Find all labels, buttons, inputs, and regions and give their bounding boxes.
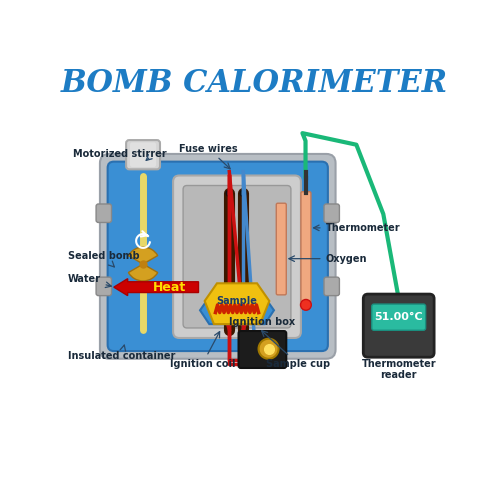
FancyBboxPatch shape <box>301 192 311 302</box>
Circle shape <box>240 190 246 196</box>
FancyBboxPatch shape <box>173 176 301 338</box>
Circle shape <box>226 190 232 196</box>
Text: Fuse wires: Fuse wires <box>179 144 238 169</box>
FancyBboxPatch shape <box>276 203 286 295</box>
FancyBboxPatch shape <box>324 204 340 223</box>
Polygon shape <box>200 297 274 324</box>
Wedge shape <box>128 264 158 281</box>
FancyBboxPatch shape <box>238 331 286 368</box>
Text: Sample cup: Sample cup <box>262 331 330 369</box>
Text: Ignition box: Ignition box <box>230 317 296 327</box>
Wedge shape <box>128 247 158 264</box>
FancyArrow shape <box>114 278 198 295</box>
Text: Insulated container: Insulated container <box>68 345 175 362</box>
FancyBboxPatch shape <box>96 204 112 223</box>
Text: Sealed bomb: Sealed bomb <box>68 252 139 267</box>
FancyBboxPatch shape <box>324 277 340 295</box>
FancyBboxPatch shape <box>364 294 434 357</box>
Text: Water: Water <box>68 274 112 287</box>
FancyBboxPatch shape <box>108 162 328 351</box>
Text: Ignition coil: Ignition coil <box>170 332 235 369</box>
Text: Sample: Sample <box>216 296 258 306</box>
Text: Thermometer: Thermometer <box>314 223 400 233</box>
Text: Thermometer
reader: Thermometer reader <box>362 359 436 380</box>
FancyBboxPatch shape <box>183 186 291 328</box>
Text: 51.00°C: 51.00°C <box>374 312 423 322</box>
Polygon shape <box>204 284 270 324</box>
FancyBboxPatch shape <box>372 304 426 330</box>
Text: Heat: Heat <box>152 280 186 293</box>
FancyBboxPatch shape <box>130 142 156 167</box>
Text: Motorized stirrer: Motorized stirrer <box>73 149 167 159</box>
FancyBboxPatch shape <box>96 277 112 295</box>
Text: BOMB CALORIMETER: BOMB CALORIMETER <box>61 68 448 98</box>
Circle shape <box>258 338 278 359</box>
Text: Oxygen: Oxygen <box>289 254 367 264</box>
FancyBboxPatch shape <box>100 154 336 359</box>
FancyBboxPatch shape <box>126 140 160 170</box>
Circle shape <box>300 300 312 310</box>
